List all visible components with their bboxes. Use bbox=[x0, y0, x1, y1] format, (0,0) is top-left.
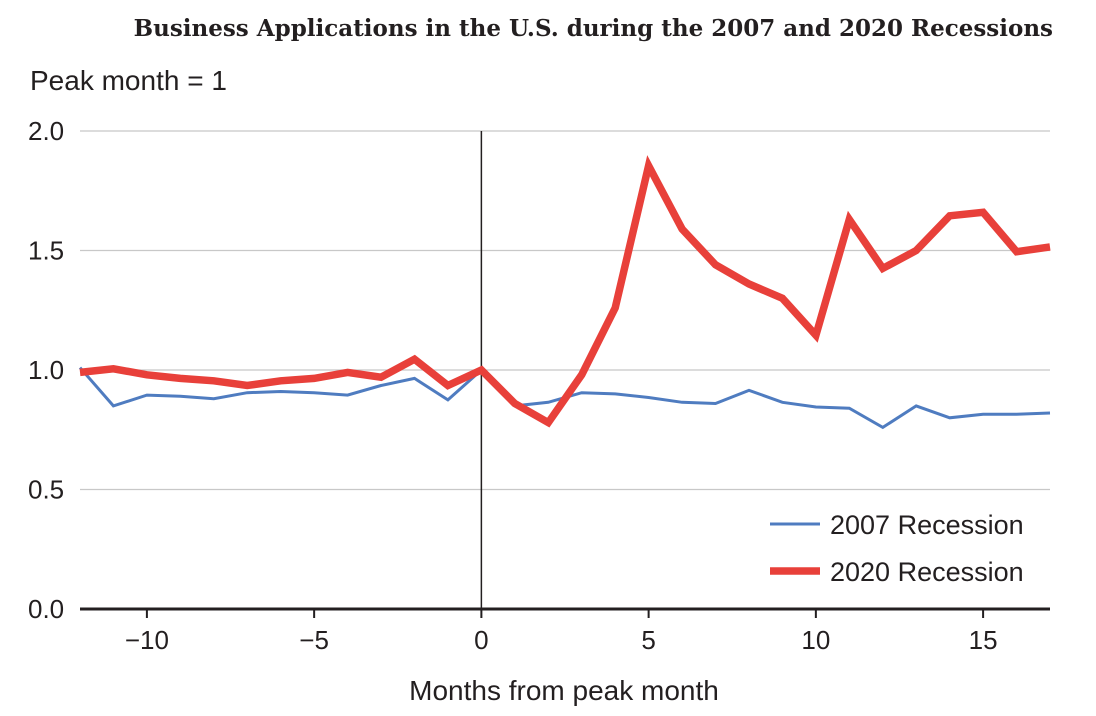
y-tick-label: 1.0 bbox=[28, 355, 64, 385]
y-tick-label: 2.0 bbox=[28, 116, 64, 146]
x-tick-label: −10 bbox=[125, 625, 169, 655]
x-tick-label: 5 bbox=[641, 625, 655, 655]
gridlines bbox=[80, 130, 1050, 491]
y-tick-label: 1.5 bbox=[28, 236, 64, 266]
legend: 2007 Recession 2020 Recession bbox=[770, 510, 1024, 587]
x-tick-label: −5 bbox=[299, 625, 329, 655]
x-axis-ticks: −10 −5 0 5 10 15 bbox=[125, 609, 998, 655]
x-tick-label: 15 bbox=[969, 625, 998, 655]
series-lines bbox=[78, 155, 1051, 430]
y-tick-label: 0.0 bbox=[28, 594, 64, 624]
legend-label: 2020 Recession bbox=[830, 557, 1024, 587]
y-axis-ticks: 0.0 0.5 1.0 1.5 2.0 bbox=[28, 116, 64, 624]
x-tick-label: 10 bbox=[801, 625, 830, 655]
y-tick-label: 0.5 bbox=[28, 475, 64, 505]
series-line-2020-recession bbox=[79, 155, 1051, 428]
chart-title: Business Applications in the U.S. during… bbox=[134, 15, 1053, 42]
y-axis-unit-label: Peak month = 1 bbox=[30, 65, 227, 96]
x-tick-label: 0 bbox=[474, 625, 488, 655]
legend-label: 2007 Recession bbox=[830, 510, 1024, 540]
x-axis-label: Months from peak month bbox=[409, 675, 719, 706]
